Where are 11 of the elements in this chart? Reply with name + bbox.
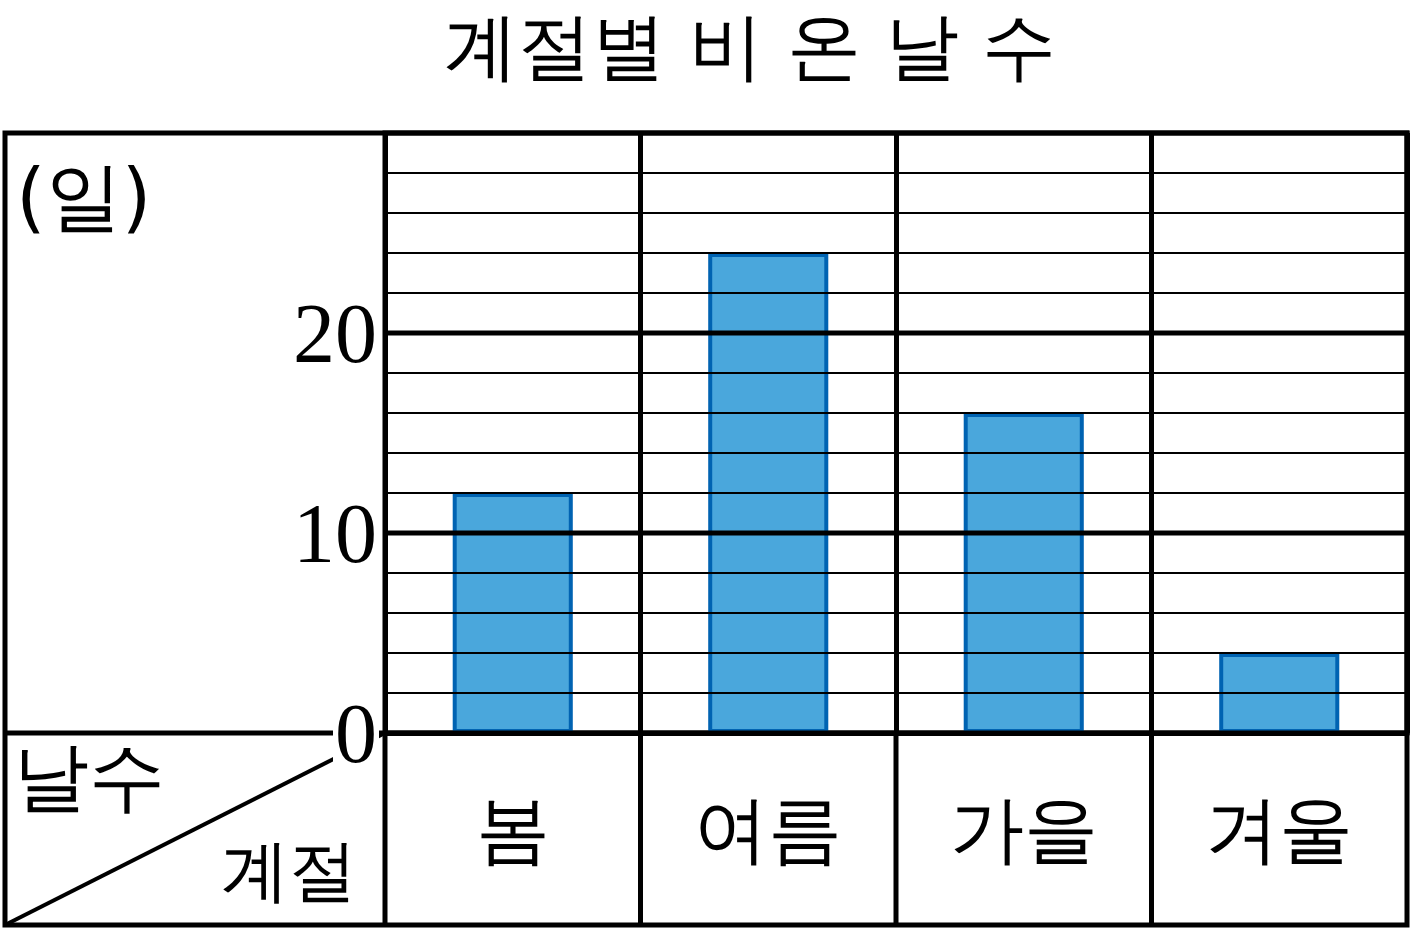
chart-title: 계절별 비 온 날 수 — [443, 3, 1057, 89]
y-tick-label: 20 — [293, 286, 377, 380]
x-tick-label: 가을 — [949, 786, 1098, 872]
y-axis-title: 날수 — [13, 731, 165, 821]
x-tick-label: 봄 — [475, 786, 550, 872]
x-tick-label: 여름 — [694, 786, 843, 872]
y-tick-label: 10 — [293, 486, 377, 580]
x-axis-title: 계절 — [221, 830, 357, 910]
y-tick-label: 0 — [335, 686, 377, 780]
x-tick-label: 겨울 — [1205, 786, 1354, 872]
text: (일) — [16, 151, 152, 241]
